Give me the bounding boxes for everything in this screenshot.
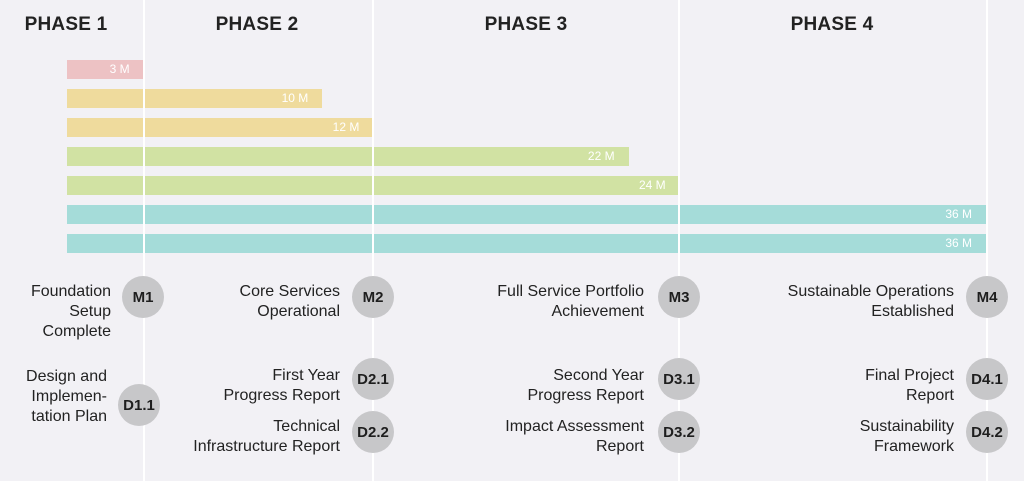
duration-bar-2: 10 M <box>67 89 323 108</box>
phase-4-title: PHASE 4 <box>790 14 874 35</box>
deliverable-d4-1-text: Final Project Report <box>865 367 954 404</box>
phase-divider-4 <box>986 0 988 481</box>
duration-bar-label: 36 M <box>945 207 972 221</box>
deliverable-d2-2-text: Technical Infrastructure Report <box>193 418 340 455</box>
duration-bar-1: 3 M <box>67 60 144 79</box>
milestone-m2-text: Core Services Operational <box>239 283 340 320</box>
duration-bar-7: 36 M <box>67 234 986 253</box>
deliverable-d3-2-badge: D3.2 <box>658 411 700 453</box>
deliverable-d1-1-text: Design and Implemen- tation Plan <box>26 368 107 425</box>
duration-bar-4: 22 M <box>67 147 629 166</box>
deliverable-d2-1-text: First Year Progress Report <box>223 367 341 404</box>
deliverable-d4-2-text: Sustainability Framework <box>859 418 954 455</box>
duration-bar-label: 10 M <box>281 91 309 105</box>
deliverable-d3-2-text: Impact Assessment Report <box>505 418 644 455</box>
milestone-m1-text: Foundation Setup Complete <box>30 283 111 340</box>
phase-3-title: PHASE 3 <box>484 14 568 35</box>
deliverable-d3-1-text: Second Year Progress Report <box>527 367 645 404</box>
milestone-m4-text: Sustainable Operations Established <box>787 283 954 320</box>
duration-bar-6: 36 M <box>67 205 986 224</box>
phase-divider-2 <box>372 0 374 481</box>
milestone-m2-badge: M2 <box>352 276 394 318</box>
deliverable-d2-2-badge: D2.2 <box>352 411 394 453</box>
duration-bar-label: 12 M <box>332 120 360 134</box>
deliverable-d3-1-badge: D3.1 <box>658 358 700 400</box>
deliverable-d2-1-badge: D2.1 <box>352 358 394 400</box>
deliverable-d4-2-badge: D4.2 <box>966 411 1008 453</box>
milestone-m4-badge: M4 <box>966 276 1008 318</box>
phase-divider-3 <box>678 0 680 481</box>
duration-bar-label: 36 M <box>945 236 972 250</box>
deliverable-d4-1-badge: D4.1 <box>966 358 1008 400</box>
phase-2-title: PHASE 2 <box>215 14 299 35</box>
deliverable-d1-1-badge: D1.1 <box>118 384 160 426</box>
milestone-m3-badge: M3 <box>658 276 700 318</box>
phase-divider-1 <box>143 0 145 481</box>
milestone-m1-badge: M1 <box>122 276 164 318</box>
duration-bar-label: 24 M <box>638 178 666 192</box>
milestone-m3-text: Full Service Portfolio Achievement <box>497 283 644 320</box>
duration-bar-label: 3 M <box>109 62 130 76</box>
duration-bar-3: 12 M <box>67 118 374 137</box>
phase-1-title: PHASE 1 <box>24 14 108 35</box>
duration-bar-label: 22 M <box>587 149 615 163</box>
